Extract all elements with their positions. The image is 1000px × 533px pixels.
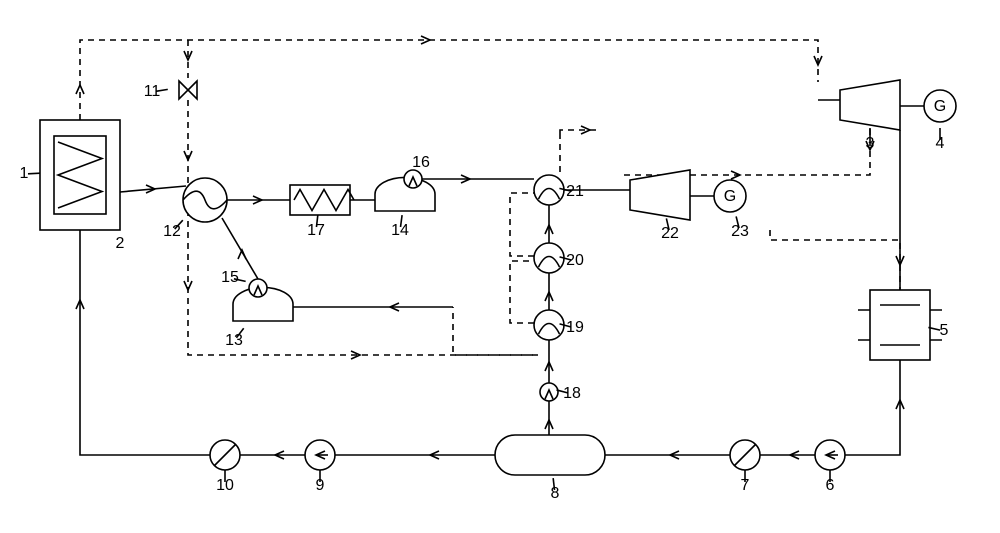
label-21: 21 — [566, 183, 584, 200]
label-12: 12 — [163, 223, 181, 240]
label-6: 6 — [826, 477, 835, 494]
label-11: 11 — [144, 83, 161, 100]
svg-text:G: G — [724, 188, 736, 205]
node-16 — [404, 170, 422, 188]
nodes-layer: GG — [40, 80, 956, 475]
node-1 — [40, 120, 120, 230]
schematic-diagram: GG1234567891011121314151617181920212223 — [0, 0, 1000, 533]
node-21 — [534, 175, 564, 205]
label-16: 16 — [412, 154, 430, 171]
node-19 — [534, 310, 564, 340]
label-8: 8 — [551, 485, 560, 502]
label-18: 18 — [563, 385, 581, 402]
node-5 — [858, 290, 942, 360]
node-17 — [290, 185, 354, 215]
label-20: 20 — [566, 252, 584, 269]
node-6 — [815, 440, 845, 470]
node-11 — [179, 81, 197, 99]
edges-layer — [76, 36, 924, 459]
label-17: 17 — [307, 222, 325, 239]
label-13: 13 — [225, 332, 243, 349]
node-12 — [183, 178, 227, 222]
label-7: 7 — [741, 477, 750, 494]
node-4: G — [924, 90, 956, 122]
node-23: G — [714, 180, 746, 212]
node-22 — [630, 170, 690, 220]
label-5: 5 — [940, 322, 949, 339]
node-9 — [305, 440, 335, 470]
label-9: 9 — [316, 477, 325, 494]
label-4: 4 — [936, 135, 945, 152]
node-10 — [210, 440, 240, 470]
label-22: 22 — [661, 225, 679, 242]
node-8 — [495, 435, 605, 475]
labels-layer: 1234567891011121314151617181920212223 — [20, 83, 949, 502]
node-3 — [840, 80, 900, 130]
label-19: 19 — [566, 319, 584, 336]
label-2: 2 — [116, 235, 125, 252]
node-20 — [534, 243, 564, 273]
label-10: 10 — [216, 477, 234, 494]
node-18 — [540, 383, 558, 401]
label-1: 1 — [20, 165, 29, 182]
node-15 — [249, 279, 267, 297]
label-15: 15 — [221, 269, 239, 286]
label-3: 3 — [866, 135, 875, 152]
label-14: 14 — [391, 222, 409, 239]
svg-text:G: G — [934, 98, 946, 115]
label-23: 23 — [731, 223, 749, 240]
node-7 — [730, 440, 760, 470]
